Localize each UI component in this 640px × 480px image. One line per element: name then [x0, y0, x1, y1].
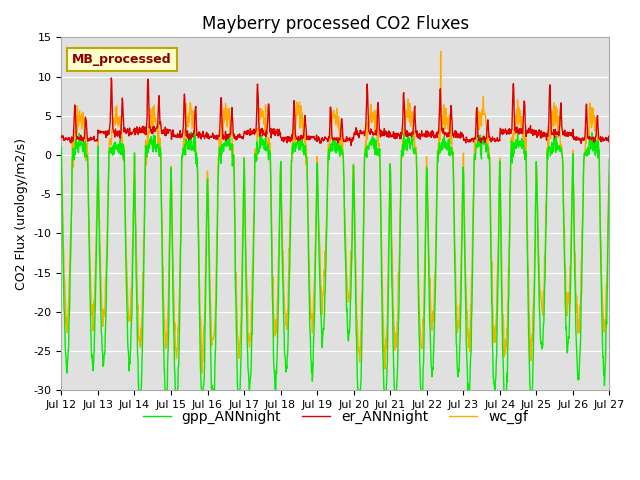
wc_gf: [166, 222, 174, 228]
gpp_ANNnight: [180, 146, 188, 152]
er_ANNnight: [541, 133, 549, 139]
wc_gf: [179, 144, 187, 150]
er_ANNnight: [348, 143, 355, 148]
er_ANNnight: [108, 75, 115, 81]
Legend: gpp_ANNnight, er_ANNnight, wc_gf: gpp_ANNnight, er_ANNnight, wc_gf: [138, 404, 534, 429]
Text: MB_processed: MB_processed: [72, 53, 172, 66]
wc_gf: [198, 370, 205, 376]
er_ANNnight: [241, 128, 249, 134]
gpp_ANNnight: [241, 212, 249, 218]
wc_gf: [605, 170, 613, 176]
wc_gf: [541, 252, 549, 258]
gpp_ANNnight: [421, 297, 429, 303]
gpp_ANNnight: [514, 128, 522, 134]
gpp_ANNnight: [541, 276, 549, 282]
wc_gf: [437, 48, 445, 54]
wc_gf: [493, 307, 500, 313]
gpp_ANNnight: [135, 387, 143, 393]
er_ANNnight: [180, 115, 188, 120]
Title: Mayberry processed CO2 Fluxes: Mayberry processed CO2 Fluxes: [202, 15, 469, 33]
Line: gpp_ANNnight: gpp_ANNnight: [61, 131, 609, 390]
Line: er_ANNnight: er_ANNnight: [61, 78, 609, 145]
wc_gf: [421, 259, 429, 265]
er_ANNnight: [493, 137, 500, 143]
wc_gf: [58, 164, 65, 170]
er_ANNnight: [605, 139, 613, 145]
gpp_ANNnight: [605, 156, 613, 162]
Line: wc_gf: wc_gf: [61, 51, 609, 373]
gpp_ANNnight: [492, 358, 500, 363]
er_ANNnight: [58, 133, 65, 139]
er_ANNnight: [421, 134, 429, 140]
gpp_ANNnight: [166, 201, 174, 207]
Y-axis label: CO2 Flux (urology/m2/s): CO2 Flux (urology/m2/s): [15, 138, 28, 290]
gpp_ANNnight: [58, 144, 65, 150]
er_ANNnight: [166, 127, 174, 133]
wc_gf: [241, 203, 249, 208]
